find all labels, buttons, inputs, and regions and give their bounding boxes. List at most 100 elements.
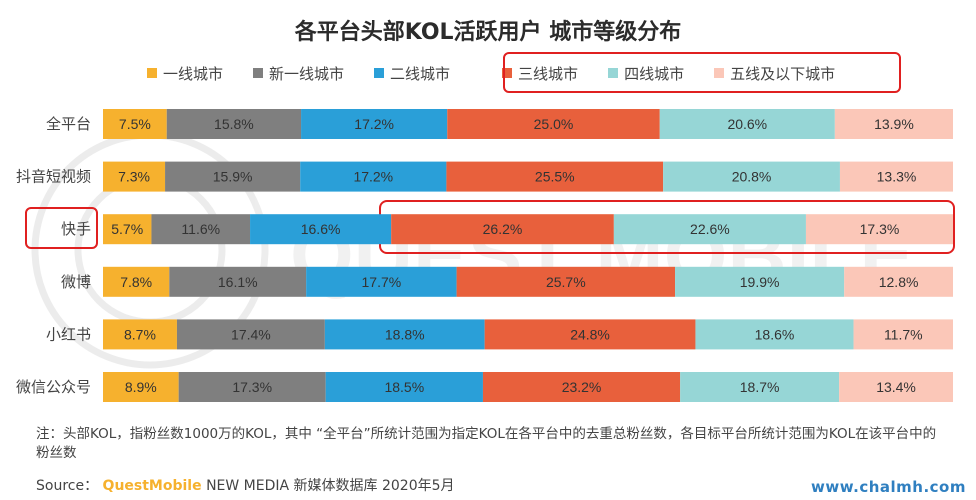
bar-segment-row-4-s3 [306,266,457,297]
bar-segment-row-1-s3 [301,109,448,139]
legend-label-tier3: 三线城市 [518,64,579,83]
legend-item-tier3: 三线城市 [502,63,578,84]
legend-label-tier2: 二线城市 [390,64,451,83]
bar-segment-row-4-s6 [844,266,953,297]
category-highlight-box [25,207,98,249]
chart-title: 各平台头部KOL活跃用户 城市等级分布 [294,20,682,45]
legend-item-tier1: 一线城市 [147,63,223,84]
bar-segment-row-5-s2 [176,319,325,350]
bar-segment-row-1-s6 [834,109,953,139]
bar-segment-row-2-s3 [300,161,447,192]
source-text: NEW MEDIA 新媒体数据库 2020年5月 [206,478,455,494]
data-label-row-6-s6: 13.4% [876,379,916,395]
data-label-row-1-s5: 20.6% [727,116,767,132]
bar-segment-row-3-s6 [805,214,953,245]
data-label-row-3-s5: 22.6% [690,221,730,237]
legend-swatch-new-tier1 [253,68,264,78]
bar-segment-row-4-s2 [169,266,307,297]
data-label-row-5-s2: 17.4% [231,326,271,342]
data-label-row-6-s1: 8.9% [125,379,157,395]
legend-item-tier4: 四线城市 [608,63,684,84]
data-label-row-3-s1: 5.7% [111,221,143,237]
bar-segment-row-3-s5 [613,214,806,245]
data-label-row-6-s2: 17.3% [232,379,272,395]
category-label-row-1: 全平台 [46,115,91,133]
bar-segment-row-2-s5 [663,161,840,192]
footnote: 注：头部KOL，指粉丝数1000万的KOL，其中 “全平台”所统计范围为指定KO… [36,426,937,461]
data-label-row-1-s6: 13.9% [874,116,914,132]
data-label-row-4-s6: 12.8% [879,274,919,290]
data-label-row-4-s5: 19.9% [740,274,780,290]
bar-segment-row-3-s4 [391,214,614,245]
data-label-row-1-s3: 17.2% [354,116,394,132]
legend-swatch-tier5 [714,68,725,78]
data-label-row-4-s3: 17.7% [362,274,402,290]
data-label-row-6-s4: 23.2% [562,379,602,395]
bar-segment-row-4-s4 [456,266,676,297]
bar-segment-row-5-s3 [324,319,485,350]
bar-segment-row-6-s2 [178,372,326,402]
bar-segment-row-2-s2 [165,161,301,192]
data-label-row-1-s4: 25.0% [534,116,574,132]
data-label-row-2-s1: 7.3% [118,169,150,185]
legend-swatch-tier1 [147,68,157,78]
bar-segment-row-2-s4 [446,161,664,192]
bar-segment-row-1-s1 [103,109,167,139]
category-label-row-6: 微信公众号 [16,378,91,396]
bar-segment-row-1-s5 [659,109,835,139]
data-label-row-3-s4: 26.2% [483,221,523,237]
bar-segment-row-6-s4 [482,372,681,402]
data-label-row-6-s5: 18.7% [740,379,780,395]
category-label-row-4: 微博 [61,273,91,291]
data-label-row-6-s3: 18.5% [384,379,424,395]
data-label-row-2-s5: 20.8% [732,169,772,185]
data-label-row-5-s1: 8.7% [124,326,156,342]
data-label-row-2-s3: 17.2% [353,169,393,185]
data-label-row-3-s2: 11.6% [181,221,220,237]
category-label-row-2: 抖音短视频 [16,168,91,186]
legend-label-new-tier1: 新一线城市 [269,64,345,83]
source-label: Source： [36,478,99,494]
bar-segment-row-1-s2 [166,109,302,139]
bar-segment-row-3-s2 [151,214,251,245]
data-label-row-1-s2: 15.8% [214,116,254,132]
bar-segment-row-6-s6 [839,372,953,402]
legend-item-new-tier1: 新一线城市 [253,63,344,84]
legend-item-tier5: 五线及以下城市 [714,63,835,84]
bar-segment-row-5-s1 [103,319,177,350]
data-label-row-4-s1: 7.8% [120,274,152,290]
bar-segment-row-4-s5 [675,266,845,297]
data-label-row-3-s3: 16.6% [301,221,341,237]
bar-segment-row-3-s1 [103,214,152,245]
bar-segment-row-2-s1 [103,161,166,192]
legend-swatch-tier2 [374,68,385,78]
legend-highlight-box [503,52,901,93]
footer-site: www.chalmh.com [811,478,966,496]
category-label-row-5: 小红书 [46,325,91,343]
legend-swatch-tier3 [502,68,513,78]
data-label-row-5-s5: 18.6% [755,326,795,342]
data-label-row-2-s4: 25.5% [535,169,575,185]
legend-swatch-tier4 [608,68,619,78]
bar-segment-row-5-s6 [853,319,953,350]
stacked-bar-chart: 全平台 7.5% 15.8% 17.2% 25.0% 20.6% 13.9% 抖音短视频 7.3… [16,109,953,402]
legend-item-tier2: 二线城市 [374,63,450,84]
legend-label-tier5: 五线及以下城市 [730,64,836,83]
data-label-row-2-s6: 13.3% [877,169,917,185]
bar-segment-row-5-s4 [484,319,696,350]
category-label-row-3: 快手 [61,220,91,238]
data-label-row-4-s4: 25.7% [546,274,586,290]
bar-segment-row-6-s3 [325,372,483,402]
legend-label-tier4: 四线城市 [624,64,685,83]
bar-segment-row-1-s4 [447,109,660,139]
data-label-row-5-s3: 18.8% [385,326,425,342]
bar-segment-row-6-s1 [103,372,179,402]
bar-segment-row-3-s3 [250,214,392,245]
data-label-row-2-s2: 15.9% [213,169,253,185]
bar-segment-row-6-s5 [680,372,840,402]
data-label-row-5-s4: 24.8% [570,326,610,342]
data-label-row-1-s1: 7.5% [119,116,151,132]
data-label-row-3-s6: 17.3% [860,221,900,237]
data-label-row-5-s6: 11.7% [884,326,923,342]
data-label-row-4-s2: 16.1% [218,274,258,290]
